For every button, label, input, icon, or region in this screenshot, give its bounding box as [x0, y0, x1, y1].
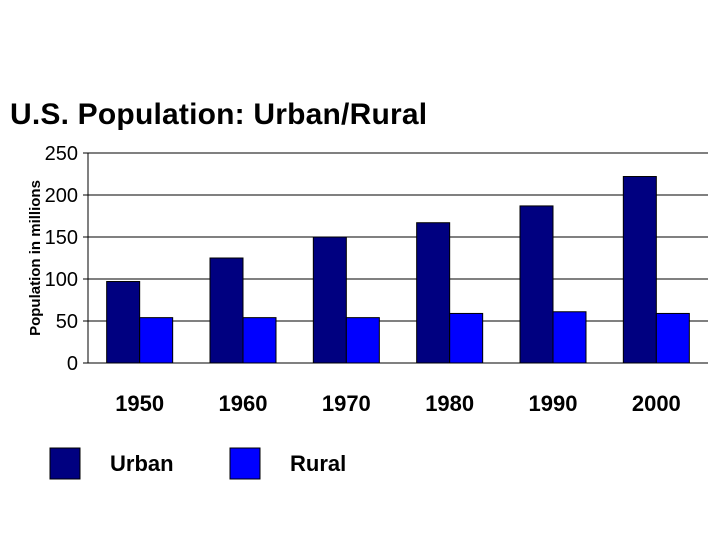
x-tick-labels: 1950 1960 1970 1980 1990 2000: [115, 391, 681, 416]
bar-urban-1990: [519, 205, 554, 364]
y-tick-label: 150: [45, 227, 78, 249]
bar-urban-1960: [209, 257, 244, 364]
bar-urban-2000: [622, 176, 657, 364]
bar-urban-1970: [312, 236, 347, 364]
y-tick-label: 250: [45, 143, 78, 165]
x-tick-label-1950: 1950: [115, 391, 164, 416]
bar-urban-1980: [416, 222, 451, 364]
bars: [106, 176, 690, 364]
legend: Urban Rural: [49, 447, 346, 480]
legend-label-rural: Rural: [290, 451, 346, 476]
chart-title: U.S. Population: Urban/Rural: [10, 98, 428, 131]
x-tick-label-1960: 1960: [219, 391, 268, 416]
bar-rural-2000: [655, 312, 690, 364]
y-axis-label: Population in millions: [27, 180, 44, 336]
gridlines: [88, 152, 708, 364]
y-tick-label: 0: [67, 353, 78, 375]
y-tick-label: 200: [45, 185, 78, 207]
legend-swatch-urban: [49, 447, 81, 480]
legend-swatch-rural: [229, 447, 261, 480]
bar-rural-1960: [242, 317, 277, 364]
bar-rural-1990: [552, 311, 587, 364]
y-tick-label: 50: [56, 311, 78, 333]
x-tick-label-2000: 2000: [632, 391, 681, 416]
y-tick-labels: 0 50 100 150 200 250: [45, 143, 78, 375]
bar-rural-1970: [345, 317, 380, 364]
x-tick-label-1970: 1970: [322, 391, 371, 416]
bar-urban-1950: [106, 281, 141, 364]
bar-rural-1980: [449, 312, 484, 364]
x-tick-label-1990: 1990: [529, 391, 578, 416]
bar-rural-1950: [139, 317, 174, 364]
axes: [83, 152, 708, 364]
y-tick-label: 100: [45, 269, 78, 291]
x-tick-label-1980: 1980: [425, 391, 474, 416]
legend-label-urban: Urban: [110, 451, 174, 476]
